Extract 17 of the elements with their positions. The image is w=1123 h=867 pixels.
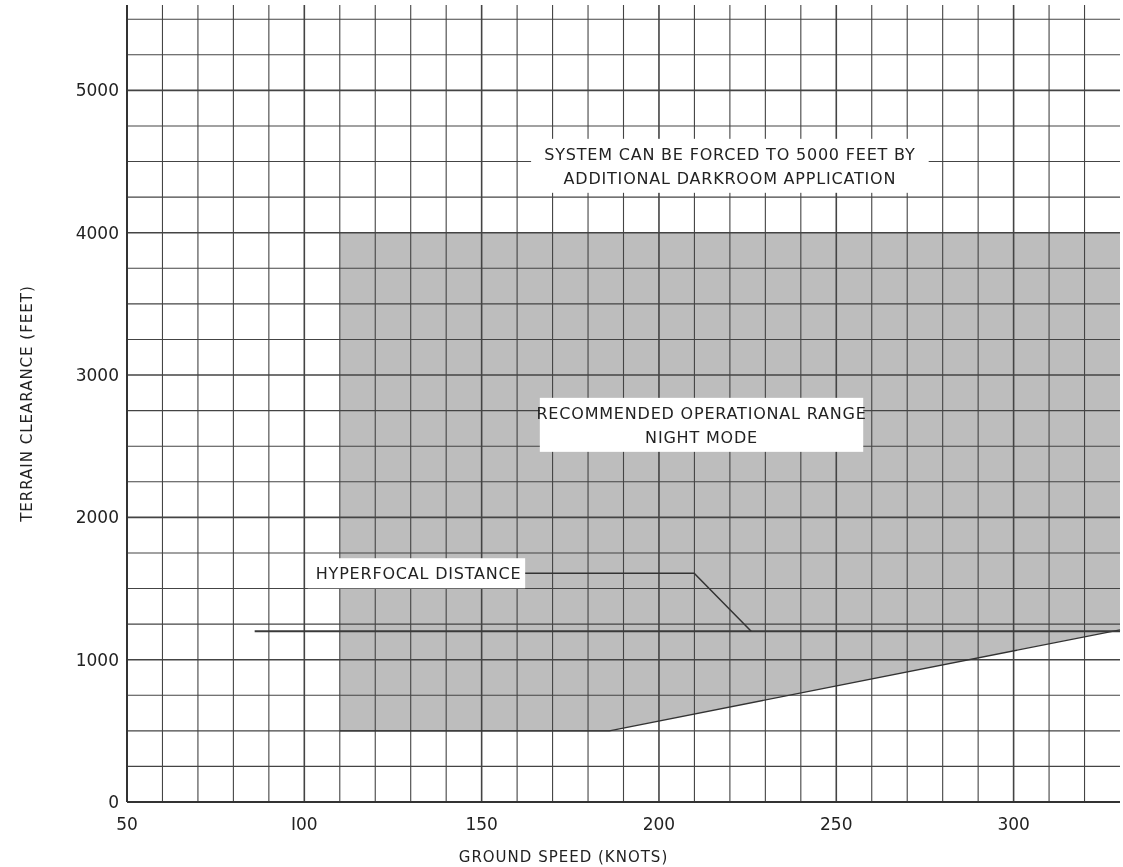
x-axis-title: GROUND SPEED (KNOTS) [458, 848, 669, 866]
y-tick-label: 4000 [75, 222, 119, 243]
annotation: SYSTEM CAN BE FORCED TO 5000 FEET BY ADDITIONAL DARKROOM APPLICATION [544, 144, 916, 188]
y-tick-label: 1000 [75, 649, 119, 670]
y-tick-label: 5000 [75, 80, 119, 101]
x-tick-label: I00 [290, 814, 318, 834]
annotation: RECOMMENDED OPERATIONAL RANGE NIGHT MODE [536, 403, 867, 447]
x-tick-label: 150 [465, 814, 498, 834]
y-tick-label: 3000 [75, 365, 119, 386]
x-tick-label: 250 [820, 814, 853, 834]
x-tick-label: 300 [997, 814, 1030, 834]
annotation: HYPERFOCAL DISTANCE [315, 564, 522, 584]
y-tick-label: 0 [108, 792, 119, 812]
x-tick-label: 50 [116, 814, 138, 834]
y-tick-label: 2000 [75, 507, 119, 528]
y-axis-title: TERRAIN CLEARANCE (FEET) [18, 285, 36, 523]
x-tick-label: 200 [642, 814, 676, 834]
